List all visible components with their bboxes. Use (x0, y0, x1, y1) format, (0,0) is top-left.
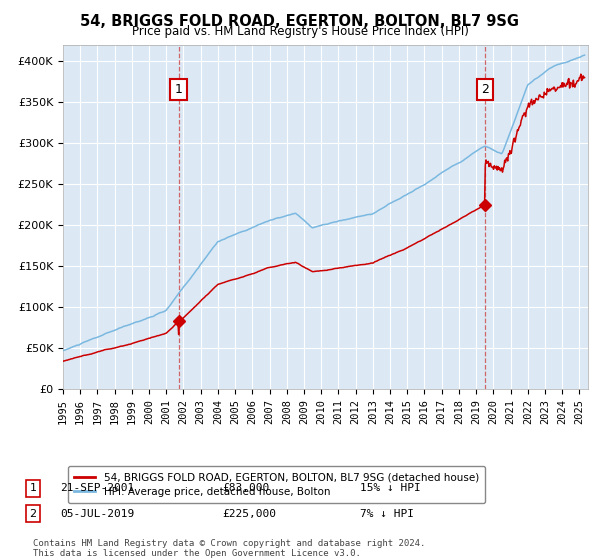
Text: 2: 2 (29, 508, 37, 519)
Text: £225,000: £225,000 (222, 508, 276, 519)
Legend: 54, BRIGGS FOLD ROAD, EGERTON, BOLTON, BL7 9SG (detached house), HPI: Average pr: 54, BRIGGS FOLD ROAD, EGERTON, BOLTON, B… (68, 466, 485, 503)
Text: 1: 1 (29, 483, 37, 493)
Text: Contains HM Land Registry data © Crown copyright and database right 2024.
This d: Contains HM Land Registry data © Crown c… (33, 539, 425, 558)
Text: 1: 1 (175, 83, 182, 96)
Text: 54, BRIGGS FOLD ROAD, EGERTON, BOLTON, BL7 9SG: 54, BRIGGS FOLD ROAD, EGERTON, BOLTON, B… (80, 14, 520, 29)
Text: 7% ↓ HPI: 7% ↓ HPI (360, 508, 414, 519)
Text: 05-JUL-2019: 05-JUL-2019 (60, 508, 134, 519)
Text: 2: 2 (481, 83, 489, 96)
Text: £83,000: £83,000 (222, 483, 269, 493)
Text: 21-SEP-2001: 21-SEP-2001 (60, 483, 134, 493)
Text: Price paid vs. HM Land Registry's House Price Index (HPI): Price paid vs. HM Land Registry's House … (131, 25, 469, 38)
Text: 15% ↓ HPI: 15% ↓ HPI (360, 483, 421, 493)
